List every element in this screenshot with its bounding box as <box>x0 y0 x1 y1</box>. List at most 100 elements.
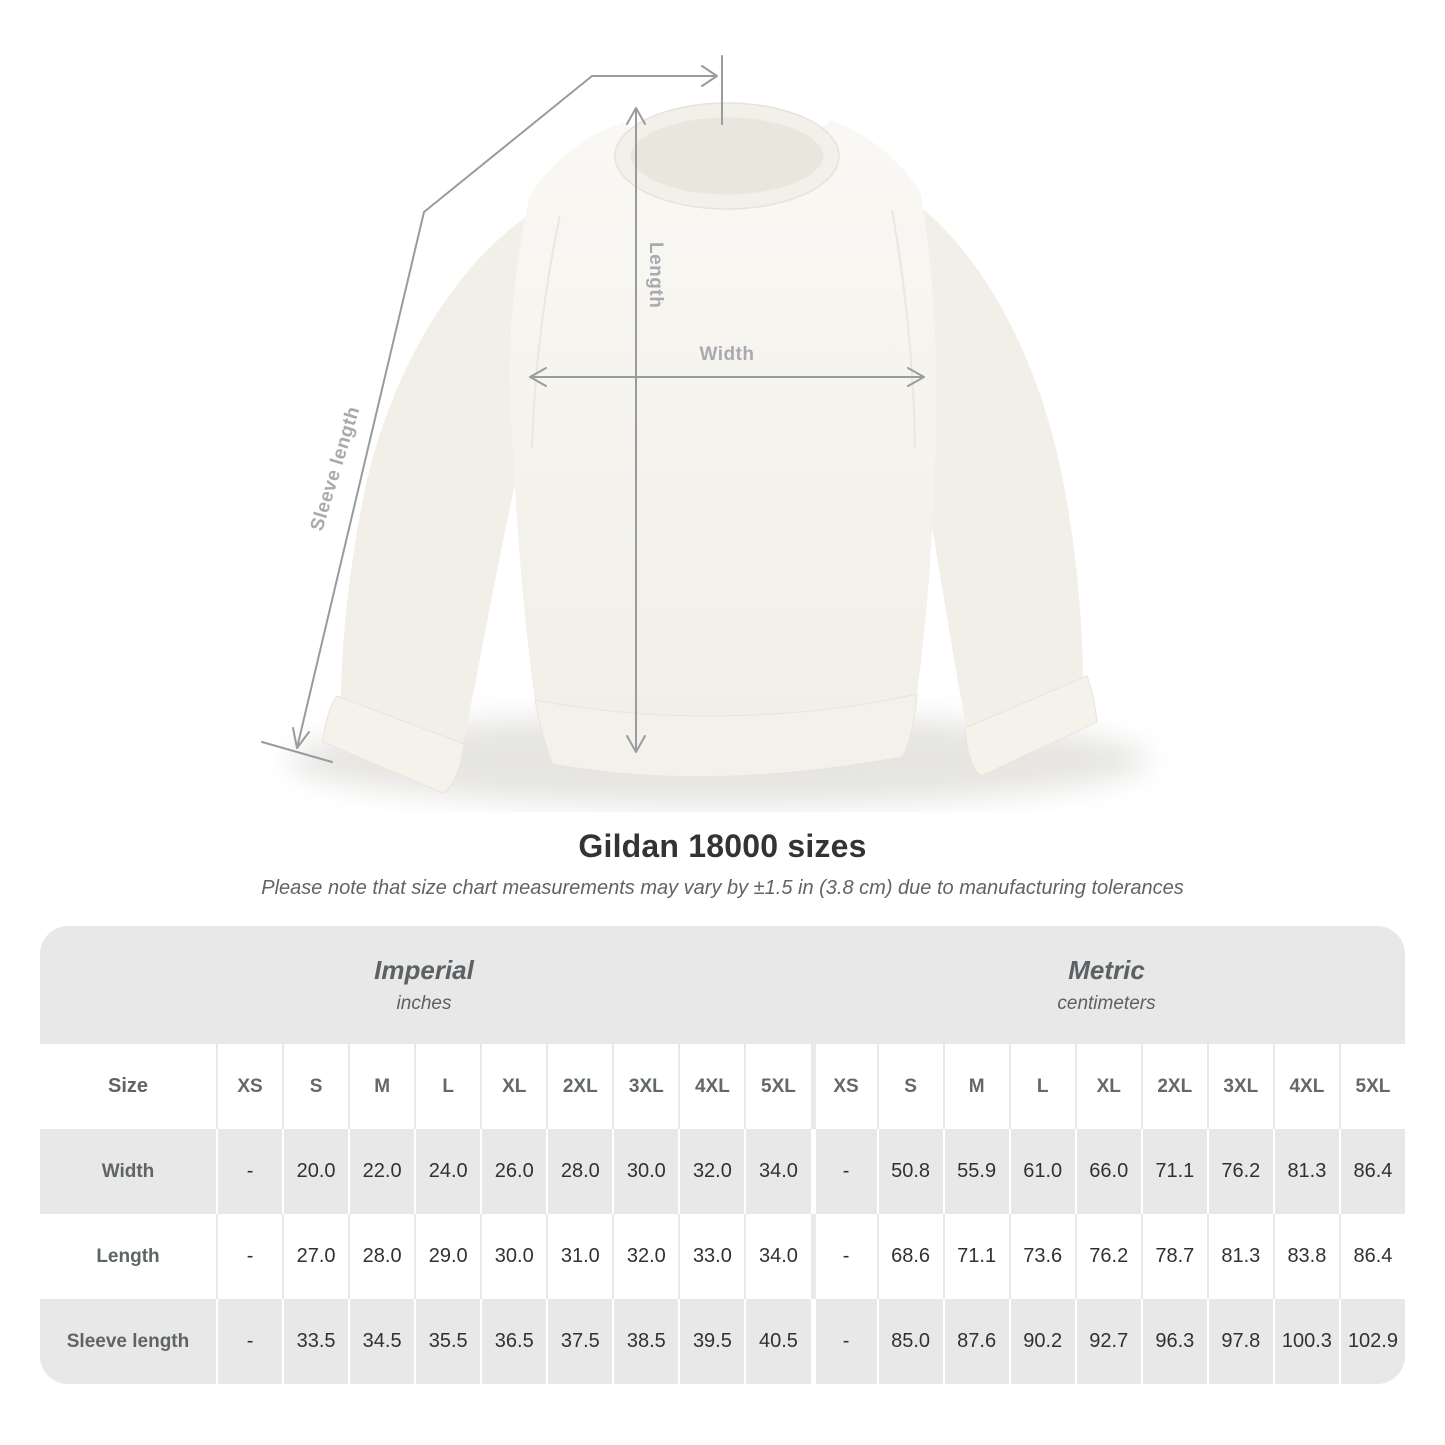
col-header-imperial-m: M <box>348 1044 414 1129</box>
measurement-cell: 102.9 <box>1338 1299 1405 1384</box>
unit-header-band: Imperial inches Metric centimeters <box>40 926 1405 1044</box>
measurement-cell: 30.0 <box>480 1214 546 1299</box>
width-label: Width <box>699 344 754 365</box>
left-armhole-seam <box>531 214 561 449</box>
measurement-cell: 34.5 <box>348 1299 414 1384</box>
measurement-cell: 71.1 <box>1140 1129 1207 1214</box>
measurement-cell: 85.0 <box>876 1299 943 1384</box>
measurement-cell: 30.0 <box>612 1129 678 1214</box>
collar-band <box>615 102 839 210</box>
sweatshirt-diagram: Length Width Sleeve length <box>261 55 1148 806</box>
measurement-cell: 37.5 <box>546 1299 612 1384</box>
measurement-cell: 26.0 <box>480 1129 546 1214</box>
measurement-cell: 86.4 <box>1338 1129 1405 1214</box>
col-header-imperial-4xl: 4XL <box>678 1044 744 1129</box>
measurement-cell: 87.6 <box>942 1299 1009 1384</box>
imperial-title: Imperial <box>374 955 474 985</box>
length-label: Length <box>645 242 666 308</box>
measurement-cell: 68.6 <box>876 1214 943 1299</box>
sleeve-length-label: Sleeve length <box>307 404 365 534</box>
measurement-cell: 92.7 <box>1074 1299 1141 1384</box>
garment-figure: Length Width Sleeve length <box>261 55 1148 806</box>
measurement-cell: 76.2 <box>1206 1129 1273 1214</box>
measurement-cell: 24.0 <box>414 1129 480 1214</box>
measurement-cell: 34.0 <box>744 1129 810 1214</box>
col-header-metric-2xl: 2XL <box>1140 1044 1207 1129</box>
col-header-metric-xs: XS <box>810 1044 877 1129</box>
measurement-cell: 50.8 <box>876 1129 943 1214</box>
measurement-cell: 39.5 <box>678 1299 744 1384</box>
right-cuff <box>964 675 1098 777</box>
row-label-width: Width <box>101 1160 155 1182</box>
row-label-length: Length <box>96 1245 160 1267</box>
measurement-cell: 81.3 <box>1272 1129 1339 1214</box>
measurement-cell: 86.4 <box>1338 1214 1405 1299</box>
imperial-unit: inches <box>396 993 452 1014</box>
measurement-cell: 33.5 <box>282 1299 348 1384</box>
col-header-imperial-xs: XS <box>216 1044 282 1129</box>
measurement-cell: 66.0 <box>1074 1129 1141 1214</box>
right-sleeve <box>905 200 1083 730</box>
measurement-cell: 90.2 <box>1008 1299 1075 1384</box>
measurement-cell: 36.5 <box>480 1299 546 1384</box>
measurement-cell: - <box>810 1214 877 1299</box>
page-title: Gildan 18000 sizes <box>578 828 867 864</box>
col-header-imperial-xl: XL <box>480 1044 546 1129</box>
col-header-metric-4xl: 4XL <box>1272 1044 1339 1129</box>
collar-opening <box>623 112 831 204</box>
size-column-header: Size <box>107 1075 149 1097</box>
measurement-cell: 55.9 <box>942 1129 1009 1214</box>
width-arrow: Width <box>529 344 925 387</box>
right-armhole-seam <box>891 209 916 449</box>
hem-band <box>534 693 918 778</box>
measurement-cell: 100.3 <box>1272 1299 1339 1384</box>
measurement-cell: 61.0 <box>1008 1129 1075 1214</box>
measurement-cell: 28.0 <box>546 1129 612 1214</box>
measurement-cell: 28.0 <box>348 1214 414 1299</box>
width-row: Width - 20.0 22.0 24.0 26.0 28.0 30.0 32… <box>40 1129 1405 1214</box>
measurement-cell: 31.0 <box>546 1214 612 1299</box>
col-header-metric-l: L <box>1008 1044 1075 1129</box>
measurement-cell: 34.0 <box>744 1214 810 1299</box>
measurement-cell: 76.2 <box>1074 1214 1141 1299</box>
measurement-cell: 71.1 <box>942 1214 1009 1299</box>
measurement-cell: 35.5 <box>414 1299 480 1384</box>
measurement-cell: 73.6 <box>1008 1214 1075 1299</box>
col-header-imperial-5xl: 5XL <box>744 1044 810 1129</box>
imperial-header: Imperial inches <box>40 926 808 1044</box>
measurement-cell: 97.8 <box>1206 1299 1273 1384</box>
garment-body <box>509 120 937 716</box>
measurement-cell: 78.7 <box>1140 1214 1207 1299</box>
length-arrow: Length <box>626 107 666 753</box>
measurement-cell: 40.5 <box>744 1299 810 1384</box>
metric-title: Metric <box>1068 955 1145 985</box>
row-label-sleeve-length: Sleeve length <box>66 1330 190 1352</box>
measurement-cell: - <box>810 1129 877 1214</box>
col-header-metric-m: M <box>942 1044 1009 1129</box>
measurement-cell: - <box>216 1299 282 1384</box>
measurement-cell: - <box>216 1214 282 1299</box>
measurement-cell: 32.0 <box>678 1129 744 1214</box>
col-header-imperial-2xl: 2XL <box>546 1044 612 1129</box>
length-row: Length - 27.0 28.0 29.0 30.0 31.0 32.0 3… <box>40 1214 1405 1299</box>
measurement-cell: 32.0 <box>612 1214 678 1299</box>
col-header-metric-xl: XL <box>1074 1044 1141 1129</box>
measurement-cell: 22.0 <box>348 1129 414 1214</box>
sleeve-length-row: Sleeve length - 33.5 34.5 35.5 36.5 37.5… <box>40 1299 1405 1384</box>
tolerance-note: Please note that size chart measurements… <box>261 877 1184 899</box>
measurement-cell: 29.0 <box>414 1214 480 1299</box>
left-cuff <box>322 695 465 794</box>
col-header-imperial-3xl: 3XL <box>612 1044 678 1129</box>
col-header-metric-5xl: 5XL <box>1338 1044 1405 1129</box>
measurement-cell: - <box>810 1299 877 1384</box>
col-header-metric-3xl: 3XL <box>1206 1044 1273 1129</box>
measurement-cell: 33.0 <box>678 1214 744 1299</box>
left-sleeve <box>341 205 546 748</box>
col-header-imperial-l: L <box>414 1044 480 1129</box>
measurement-cell: 96.3 <box>1140 1299 1207 1384</box>
measurement-cell: 81.3 <box>1206 1214 1273 1299</box>
metric-header: Metric centimeters <box>808 926 1405 1044</box>
measurement-cell: 38.5 <box>612 1299 678 1384</box>
collar-outline <box>614 102 840 210</box>
